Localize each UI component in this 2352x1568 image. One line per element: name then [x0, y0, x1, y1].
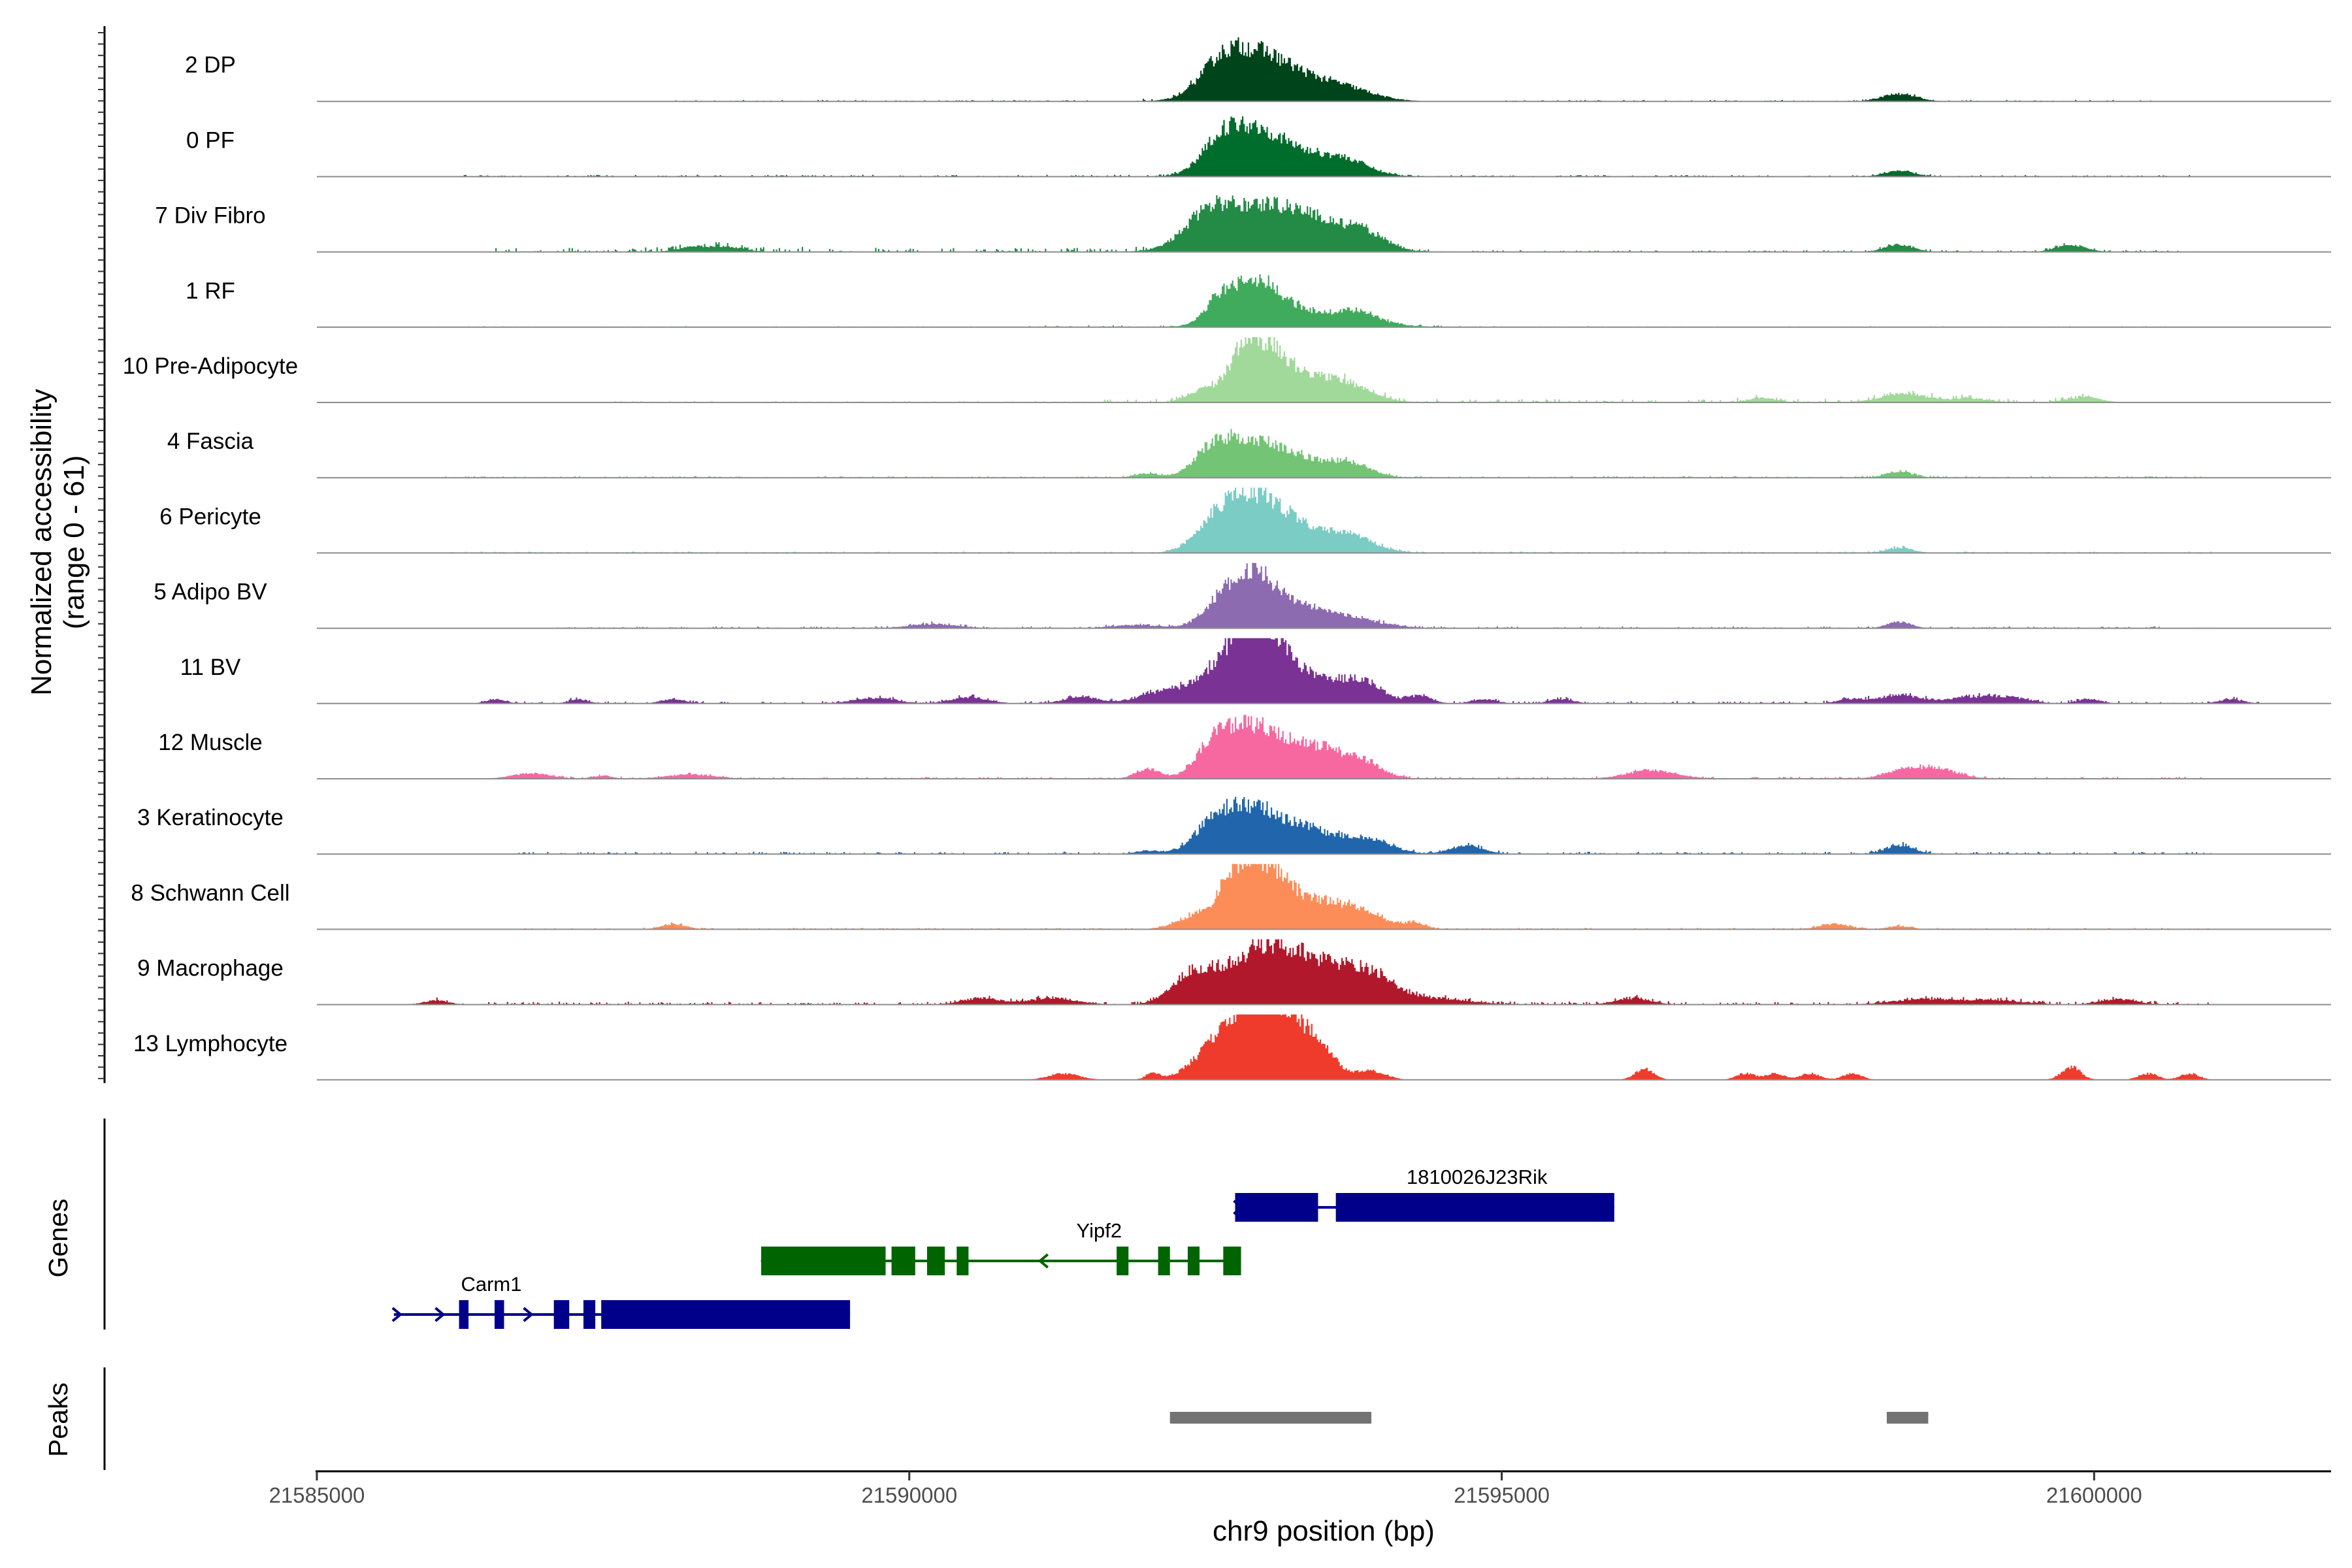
peak-region — [1169, 1412, 1372, 1424]
coverage-area — [317, 37, 2331, 102]
genes-panel-title: Genes — [43, 1199, 73, 1278]
track-label: 6 Pericyte — [159, 504, 261, 529]
gene-exon — [1117, 1247, 1129, 1275]
track-7-div-fibro: 7 Div Fibro — [155, 195, 2331, 253]
track-label: 2 DP — [185, 52, 236, 78]
y-axis — [98, 26, 106, 1083]
gene-exon — [1335, 1193, 1614, 1222]
gene-exon — [1235, 1193, 1318, 1222]
x-tick-label: 21585000 — [269, 1483, 365, 1507]
track-label: 11 BV — [180, 655, 241, 680]
x-tick-label: 21595000 — [1454, 1483, 1550, 1507]
gene-exon — [553, 1300, 570, 1329]
coverage-area — [317, 116, 2331, 177]
track-label: 3 Keratinocyte — [137, 805, 284, 830]
track-label: 8 Schwann Cell — [131, 880, 289, 906]
peaks-panel — [103, 1367, 1929, 1470]
coverage-area — [317, 638, 2331, 704]
gene-yipf2: Yipf2 — [760, 1219, 1241, 1275]
track-13-lymphocyte: 13 Lymphocyte — [133, 1014, 2331, 1081]
track-8-schwann-cell: 8 Schwann Cell — [131, 864, 2331, 930]
track-label: 9 Macrophage — [137, 956, 284, 981]
track-2-dp: 2 DP — [185, 37, 2331, 103]
coverage-area — [317, 487, 2331, 553]
coverage-tracks: 2 DP 0 PF 7 Div Fibro 1 RF 10 Pre-Adipocyte 4… — [123, 37, 2331, 1081]
peaks-panel-title: Peaks — [43, 1382, 73, 1457]
track-1-rf: 1 RF — [186, 274, 2331, 328]
gene-label: Yipf2 — [1077, 1219, 1122, 1242]
strand-arrow — [1037, 1253, 1049, 1269]
track-label: 12 Muscle — [158, 730, 263, 755]
track-label: 13 Lymphocyte — [133, 1031, 287, 1056]
gene-exon — [926, 1247, 945, 1275]
track-label: 10 Pre-Adipocyte — [123, 353, 298, 379]
track-3-keratinocyte: 3 Keratinocyte — [137, 796, 2331, 855]
gene-exon — [495, 1300, 504, 1329]
x-tick-label: 21590000 — [861, 1483, 957, 1507]
gene-exon — [1223, 1247, 1241, 1275]
x-axis-title: chr9 position (bp) — [1213, 1515, 1435, 1547]
track-12-muscle: 12 Muscle — [158, 715, 2331, 779]
gene-exon — [761, 1247, 886, 1275]
coverage-area — [317, 274, 2331, 327]
coverage-area — [317, 429, 2331, 478]
track-label: 0 PF — [186, 127, 235, 153]
track-label: 5 Adipo BV — [154, 580, 267, 605]
coverage-area — [317, 563, 2331, 629]
strand-arrow — [760, 1253, 772, 1269]
strand-arrow — [391, 1307, 403, 1322]
gene-exon — [459, 1300, 469, 1329]
x-tick-label: 21600000 — [2046, 1483, 2142, 1507]
track-9-macrophage: 9 Macrophage — [137, 939, 2331, 1005]
gene-exon — [601, 1300, 851, 1329]
coverage-area — [317, 715, 2331, 779]
strand-arrow — [434, 1307, 446, 1322]
track-label: 4 Fascia — [167, 429, 254, 454]
gene-exon — [1158, 1247, 1170, 1275]
track-0-pf: 0 PF — [186, 116, 2331, 178]
strand-arrow — [1233, 1200, 1244, 1215]
y-axis-title: Normalized accessibility — [25, 389, 57, 695]
track-4-fascia: 4 Fascia — [167, 429, 2331, 479]
track-11-bv: 11 BV — [180, 638, 2331, 704]
strand-arrow — [523, 1307, 534, 1322]
gene-label: Carm1 — [461, 1273, 521, 1296]
x-axis: 21585000 21590000 21595000 21600000 — [269, 1470, 2331, 1507]
gene-label: 1810026J23Rik — [1407, 1166, 1548, 1188]
coverage-area — [317, 939, 2331, 1005]
track-label: 1 RF — [186, 278, 235, 304]
coverage-area — [317, 195, 2331, 252]
gene-exon — [1187, 1247, 1200, 1275]
track-10-pre-adipocyte: 10 Pre-Adipocyte — [123, 337, 2331, 403]
gene-exon — [891, 1247, 915, 1275]
track-5-adipo-bv: 5 Adipo BV — [154, 563, 2331, 629]
coverage-area — [317, 796, 2331, 855]
coverage-area — [317, 1014, 2331, 1080]
track-label: 7 Div Fibro — [155, 203, 265, 229]
gene-1810026j23rik: 1810026J23Rik — [1233, 1166, 1614, 1222]
gene-exon — [956, 1247, 969, 1275]
track-6-pericyte: 6 Pericyte — [159, 487, 2331, 554]
coverage-area — [317, 337, 2331, 402]
genes-panel: 1810026J23Rik Yipf2 Carm1 — [103, 1119, 1614, 1330]
y-axis-range: (range 0 - 61) — [58, 455, 90, 630]
gene-exon — [583, 1300, 596, 1329]
peak-region — [1886, 1412, 1929, 1424]
gene-carm1: Carm1 — [391, 1273, 851, 1329]
coverage-area — [317, 864, 2331, 930]
